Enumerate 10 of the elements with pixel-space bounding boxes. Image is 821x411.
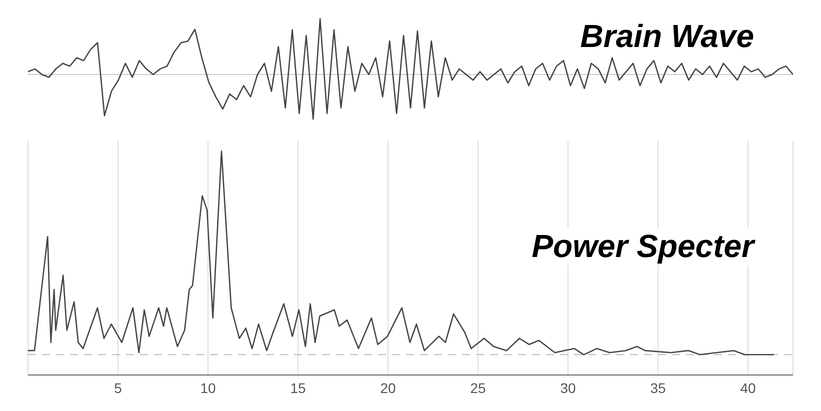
chart-title: Brain Wave [576, 18, 758, 55]
x-tick-label: 40 [740, 380, 756, 396]
x-tick-label: 35 [650, 380, 666, 396]
x-tick-label: 30 [560, 380, 576, 396]
text: Power Specter [528, 228, 758, 265]
x-tick-label: 10 [200, 380, 216, 396]
x-tick-label: 5 [114, 380, 122, 396]
x-tick-label: 20 [380, 380, 396, 396]
x-tick-label: 25 [470, 380, 486, 396]
x-tick-label: 15 [290, 380, 306, 396]
